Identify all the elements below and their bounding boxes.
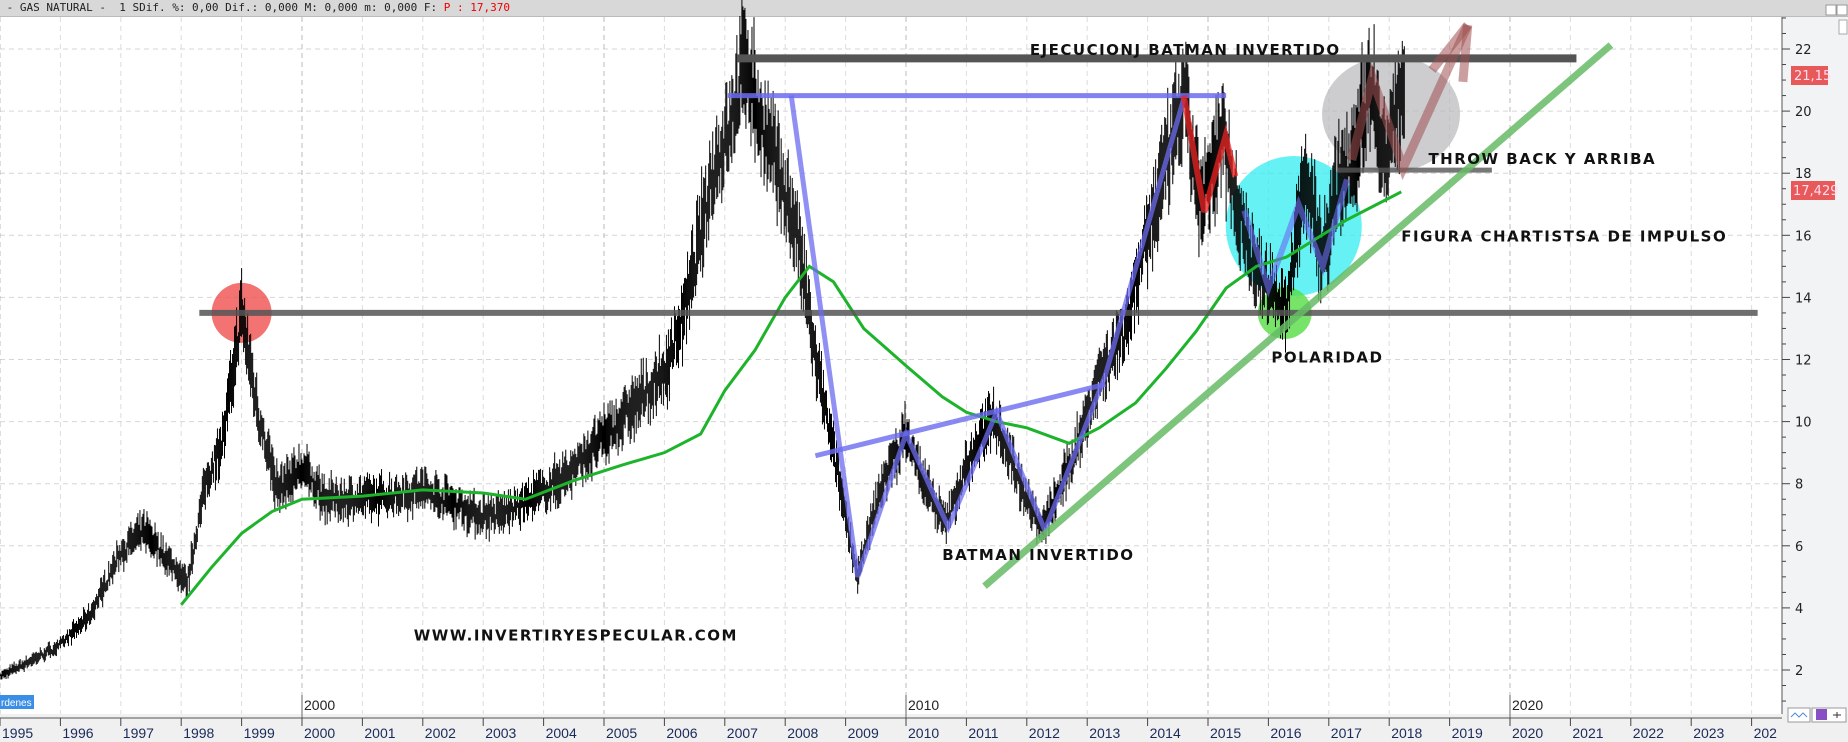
year-tick-label: 2004 xyxy=(546,725,577,741)
impulse-zigzag xyxy=(1241,178,1350,298)
wave-icon xyxy=(1790,712,1808,718)
symbol-label: - GAS NATURAL - 1 S xyxy=(0,1,140,14)
batman-neckline xyxy=(814,381,1106,459)
year-tick-label: 1995 xyxy=(2,725,33,741)
price-tick-label: 6 xyxy=(1795,540,1803,555)
year-tick-label: 2007 xyxy=(727,725,758,741)
pin-icon xyxy=(1833,712,1841,718)
year-tick-label: 2013 xyxy=(1089,725,1120,741)
year-tick-label: 2021 xyxy=(1572,725,1603,741)
price-tick-label: 20 xyxy=(1795,105,1812,120)
year-tick-label: 2012 xyxy=(1029,725,1060,741)
year-tick-label: 1997 xyxy=(123,725,154,741)
stats-label: Dif. %: 0,00 Dif.: 0,000 M: 0,000 m: 0,0… xyxy=(139,1,444,14)
last-price-label: P : 17,370 xyxy=(443,1,510,14)
time-axis: 1995 1996 1997 1998 1999 2000 2001 2002 2003 2004… xyxy=(0,695,1777,741)
maximize-button[interactable] xyxy=(1836,4,1848,16)
price-tick-label: 14 xyxy=(1795,291,1812,306)
projection-arrowhead-left xyxy=(1428,22,1472,73)
year-tick-label: 2010 xyxy=(908,725,939,741)
decade-label: 2000 xyxy=(304,697,335,713)
projection-arrowhead-right xyxy=(1458,24,1473,83)
scroll-handle[interactable] xyxy=(1838,19,1848,35)
price-tick-label: 8 xyxy=(1795,478,1803,493)
price-tick-label: 22 xyxy=(1795,43,1812,58)
year-tick-label: 2003 xyxy=(485,725,516,741)
year-tick-label: 2020 xyxy=(1512,725,1543,741)
year-tick-label: 1996 xyxy=(62,725,93,741)
red-zigzag xyxy=(1180,95,1239,213)
window-buttons[interactable] xyxy=(1825,4,1848,16)
annotation-text: BATMAN INVERTIDO xyxy=(942,546,1134,564)
decade-label: 2010 xyxy=(908,697,939,713)
annotation-text: EJECUCIONJ BATMAN INVERTIDO xyxy=(1030,41,1341,59)
price-tick-label: 10 xyxy=(1795,416,1812,431)
chart-type-button[interactable] xyxy=(1787,707,1811,723)
year-tick-label: 202 xyxy=(1754,725,1778,741)
price-tick-label: 12 xyxy=(1795,354,1812,369)
year-tick-label: 2017 xyxy=(1331,725,1362,741)
price-tick-label: 2 xyxy=(1795,664,1803,679)
price-bars xyxy=(0,0,1405,680)
price-axis: 2 4 6 8 10 12 14 16 18 20 22 xyxy=(1782,17,1812,702)
price-label-upper-text: 21,15 xyxy=(1794,69,1831,84)
price-tick-label: 18 xyxy=(1795,167,1812,182)
year-tick-label: 2009 xyxy=(848,725,879,741)
save-icon xyxy=(1816,709,1827,720)
minimize-button[interactable] xyxy=(1825,4,1837,16)
annotation-text: FIGURA CHARTISTSA DE IMPULSO xyxy=(1401,228,1727,246)
orders-label: rdenes xyxy=(1,698,32,709)
moving-average xyxy=(180,190,1402,606)
year-tick-label: 2006 xyxy=(666,725,697,741)
price-label-upper: 21,15 xyxy=(1791,66,1831,85)
year-tick-label: 2016 xyxy=(1270,725,1301,741)
year-tick-label: 1998 xyxy=(183,725,214,741)
year-tick-label: 1999 xyxy=(244,725,275,741)
projection-arrow xyxy=(1347,23,1472,181)
annotation-text: THROW BACK Y ARRIBA xyxy=(1428,150,1656,168)
price-tick-label: 16 xyxy=(1795,229,1812,244)
moving-average-line xyxy=(180,190,1402,606)
year-tick-label: 2008 xyxy=(787,725,818,741)
price-label-lower: 17,429 xyxy=(1791,181,1839,200)
year-tick-label: 2019 xyxy=(1452,725,1483,741)
annotation-text: WWW.INVERTIRYESPECULAR.COM xyxy=(414,627,738,645)
year-tick-label: 2023 xyxy=(1693,725,1724,741)
year-tick-label: 2000 xyxy=(304,725,335,741)
year-tick-label: 2015 xyxy=(1210,725,1241,741)
year-tick-label: 2001 xyxy=(364,725,395,741)
year-tick-label: 2014 xyxy=(1150,725,1181,741)
time-axis-panel[interactable] xyxy=(0,714,1848,742)
orders-button[interactable] xyxy=(0,695,34,709)
uptrend xyxy=(982,42,1614,589)
annotation-text: POLARIDAD xyxy=(1271,349,1383,367)
year-tick-label: 2018 xyxy=(1391,725,1422,741)
price-axis-panel[interactable] xyxy=(1782,17,1848,714)
price-label-lower-text: 17,429 xyxy=(1793,184,1839,199)
chart-header: - GAS NATURAL - 1 SDif. %: 0,00 Dif.: 0,… xyxy=(0,0,1848,17)
annotation-texts: EJECUCIONJ BATMAN INVERTIDO THROW BACK Y … xyxy=(414,41,1727,645)
year-tick-label: 2011 xyxy=(968,725,998,741)
year-tick-label: 2022 xyxy=(1633,725,1664,741)
grid xyxy=(0,17,1782,714)
save-button[interactable] xyxy=(1811,707,1847,723)
year-tick-label: 2005 xyxy=(606,725,637,741)
price-tick-label: 4 xyxy=(1795,602,1803,617)
decade-label: 2020 xyxy=(1512,697,1543,713)
batman-zigzag xyxy=(788,95,1187,578)
annotation-lines xyxy=(199,22,1758,589)
year-tick-label: 2002 xyxy=(425,725,456,741)
